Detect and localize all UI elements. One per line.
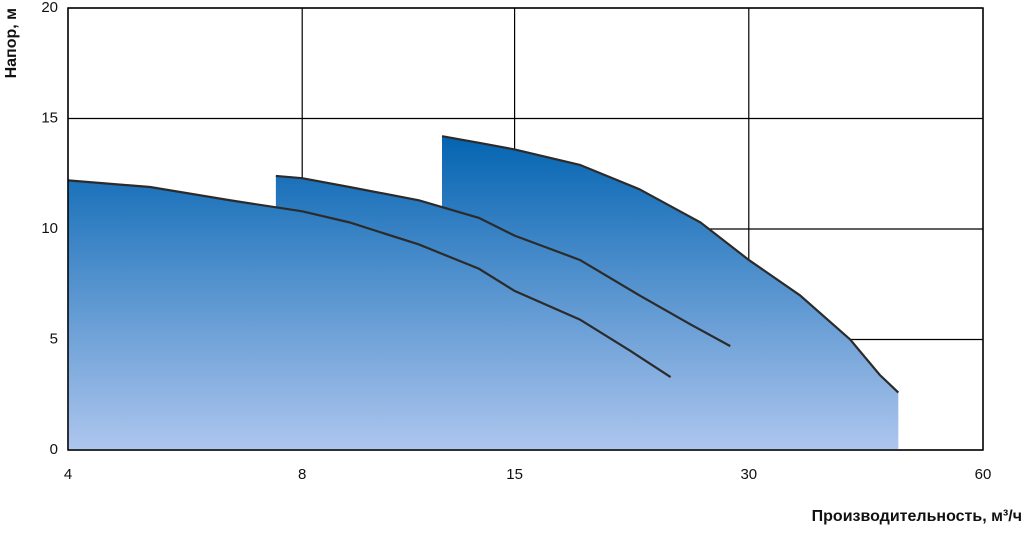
x-axis-title: Производительность, м³/ч	[812, 508, 1022, 525]
plot-border	[67, 7, 984, 451]
curve-line	[275, 174, 731, 348]
y-tick-label: 15	[41, 109, 58, 126]
curve-line	[441, 135, 900, 394]
x-tick-label: 8	[298, 466, 306, 483]
y-axis-title: Напор, м	[3, 8, 20, 78]
x-tick-label: 30	[740, 466, 757, 483]
curve-line	[67, 179, 672, 378]
y-tick-label: 10	[41, 220, 58, 237]
y-tick-label: 0	[50, 441, 58, 458]
area	[442, 136, 899, 450]
y-tick-label: 20	[41, 0, 58, 16]
y-tick-label: 5	[50, 330, 58, 347]
x-tick-label: 4	[64, 466, 72, 483]
x-tick-label: 60	[975, 466, 992, 483]
x-tick-label: 15	[506, 466, 523, 483]
